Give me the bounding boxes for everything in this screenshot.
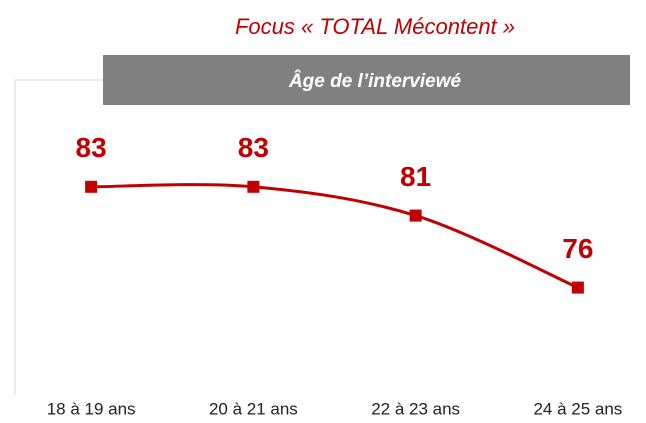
chart-subtitle: Âge de l’interviewé xyxy=(288,70,462,92)
data-label: 81 xyxy=(400,161,431,192)
x-tick-label: 24 à 25 ans xyxy=(533,399,622,418)
frame xyxy=(14,79,103,395)
point xyxy=(85,180,98,193)
point xyxy=(409,209,422,222)
chart-title: Focus « TOTAL Mécontent » xyxy=(235,14,515,39)
x-tick-label: 18 à 19 ans xyxy=(47,399,136,418)
header-bar xyxy=(103,55,630,105)
point xyxy=(247,180,260,193)
x-tick-label: 22 à 23 ans xyxy=(371,399,460,418)
data-label: 83 xyxy=(238,132,269,163)
data-label: 83 xyxy=(76,132,107,163)
data-label: 76 xyxy=(562,233,593,264)
point xyxy=(571,281,584,294)
x-tick-label: 20 à 21 ans xyxy=(209,399,298,418)
line xyxy=(91,183,579,289)
